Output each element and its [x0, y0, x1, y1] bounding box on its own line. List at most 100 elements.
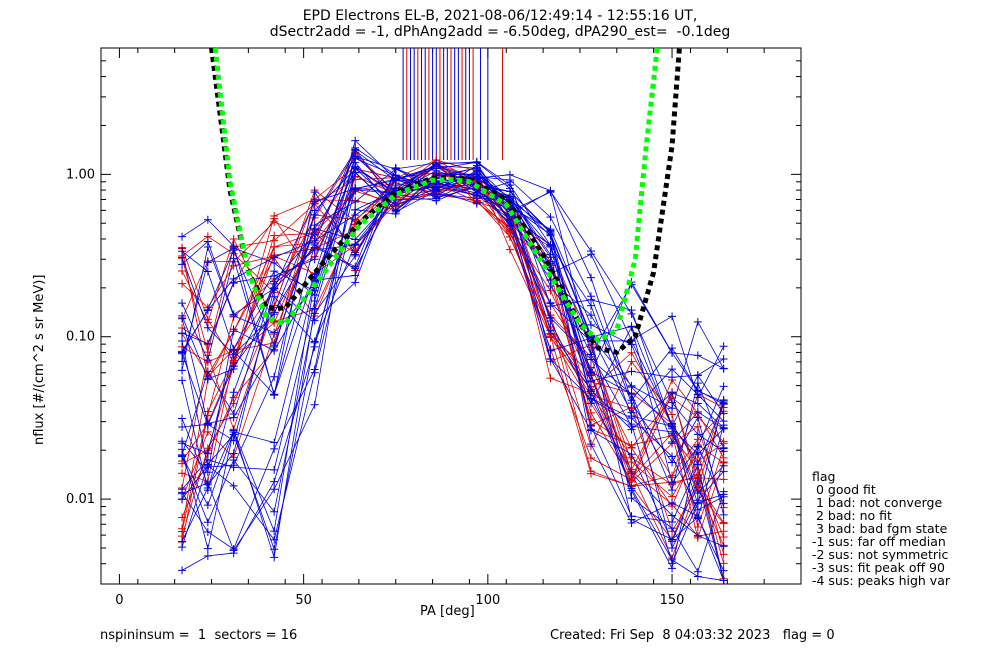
series-point: [203, 348, 212, 357]
series-point: [693, 523, 702, 532]
series-line: [181, 178, 725, 573]
x-tick-label: 100: [475, 593, 500, 608]
series-point: [719, 424, 728, 433]
series-point: [270, 258, 279, 267]
legend-item: -1 sus: far off median: [812, 534, 946, 549]
series-point: [693, 450, 702, 459]
series-point: [310, 188, 319, 197]
series-line: [181, 165, 724, 494]
series-line: [181, 181, 724, 550]
series-point: [546, 326, 555, 335]
series-line: [181, 175, 724, 481]
series-point: [719, 398, 728, 407]
series-point: [270, 242, 279, 251]
series-line: [181, 177, 725, 581]
series-line: [181, 155, 725, 491]
series-point: [693, 442, 702, 451]
series-point: [203, 367, 212, 376]
series-point: [178, 337, 187, 346]
fit-curve: [212, 47, 660, 344]
series-point: [203, 215, 212, 224]
series-point: [229, 362, 238, 371]
series-point: [310, 316, 319, 325]
series-point: [270, 328, 279, 337]
series-point: [203, 306, 212, 315]
series-point: [229, 311, 238, 320]
series-point: [719, 487, 728, 496]
series-point: [627, 512, 636, 521]
series-line: [181, 164, 724, 524]
series-point: [668, 524, 677, 533]
series-point: [627, 408, 636, 417]
series-point: [587, 273, 595, 282]
legend-title: flag: [812, 469, 836, 484]
series-point: [668, 471, 677, 480]
series-point: [719, 382, 728, 391]
series-point: [668, 486, 677, 495]
series-point: [627, 357, 636, 366]
series-point: [719, 559, 728, 568]
series-line: [181, 162, 724, 468]
series-point: [270, 485, 279, 494]
series-point: [668, 365, 677, 374]
series-point: [627, 367, 636, 376]
series-line: [181, 161, 724, 403]
series-point: [178, 527, 187, 536]
series-point: [627, 420, 636, 429]
series-point: [693, 379, 702, 388]
series-point: [203, 551, 212, 560]
series-point: [229, 463, 238, 472]
series-point: [310, 296, 319, 305]
series-point: [203, 527, 212, 536]
series-point: [668, 348, 677, 357]
series-point: [229, 261, 238, 270]
series-point: [546, 313, 555, 322]
series-point: [627, 323, 636, 332]
series-point: [270, 545, 279, 554]
series-point: [546, 226, 555, 235]
series-point: [229, 325, 238, 334]
series-point: [270, 372, 279, 381]
y-tick-label: 0.10: [66, 330, 95, 345]
series-point: [668, 373, 677, 382]
series-point: [178, 485, 187, 494]
series-point: [627, 450, 636, 459]
footer-right: Created: Fri Sep 8 04:03:32 2023 flag = …: [550, 628, 835, 643]
series-point: [178, 376, 187, 385]
series-point: [270, 507, 279, 516]
series-line: [181, 179, 725, 564]
series-point: [310, 224, 319, 233]
legend-item: 3 bad: bad fgm state: [812, 521, 948, 536]
legend-item: 0 good fit: [812, 482, 876, 497]
vertical-marks: [402, 48, 504, 160]
y-axis-label: nflux [#/(cm^2 s sr MeV)]: [32, 274, 47, 445]
series-point: [587, 320, 595, 329]
series-point: [668, 537, 677, 546]
series-point: [693, 477, 702, 486]
series-point: [668, 388, 677, 397]
series-point: [203, 455, 212, 464]
series-point: [351, 197, 360, 206]
legend-item: -2 sus: not symmetric: [812, 547, 949, 562]
series-point: [432, 196, 441, 205]
series-point: [719, 475, 728, 484]
x-axis-label: PA [deg]: [420, 604, 475, 619]
series-point: [310, 342, 319, 351]
series-point: [351, 205, 360, 214]
series-point: [505, 192, 514, 201]
series-point: [719, 409, 728, 418]
series-point: [178, 451, 187, 460]
series-line: [181, 162, 725, 540]
legend-item: 2 bad: no fit: [812, 508, 892, 523]
series-point: [229, 254, 238, 263]
series-point: [546, 250, 555, 259]
series-point: [178, 566, 187, 575]
series-point: [587, 426, 595, 435]
series-point: [719, 542, 728, 551]
series-point: [229, 549, 238, 558]
series-point: [693, 317, 702, 326]
series-point: [505, 216, 514, 225]
series-point: [693, 513, 702, 522]
series-point: [693, 371, 702, 380]
chart-title: EPD Electrons EL-B, 2021-08-06/12:49:14 …: [302, 8, 698, 24]
